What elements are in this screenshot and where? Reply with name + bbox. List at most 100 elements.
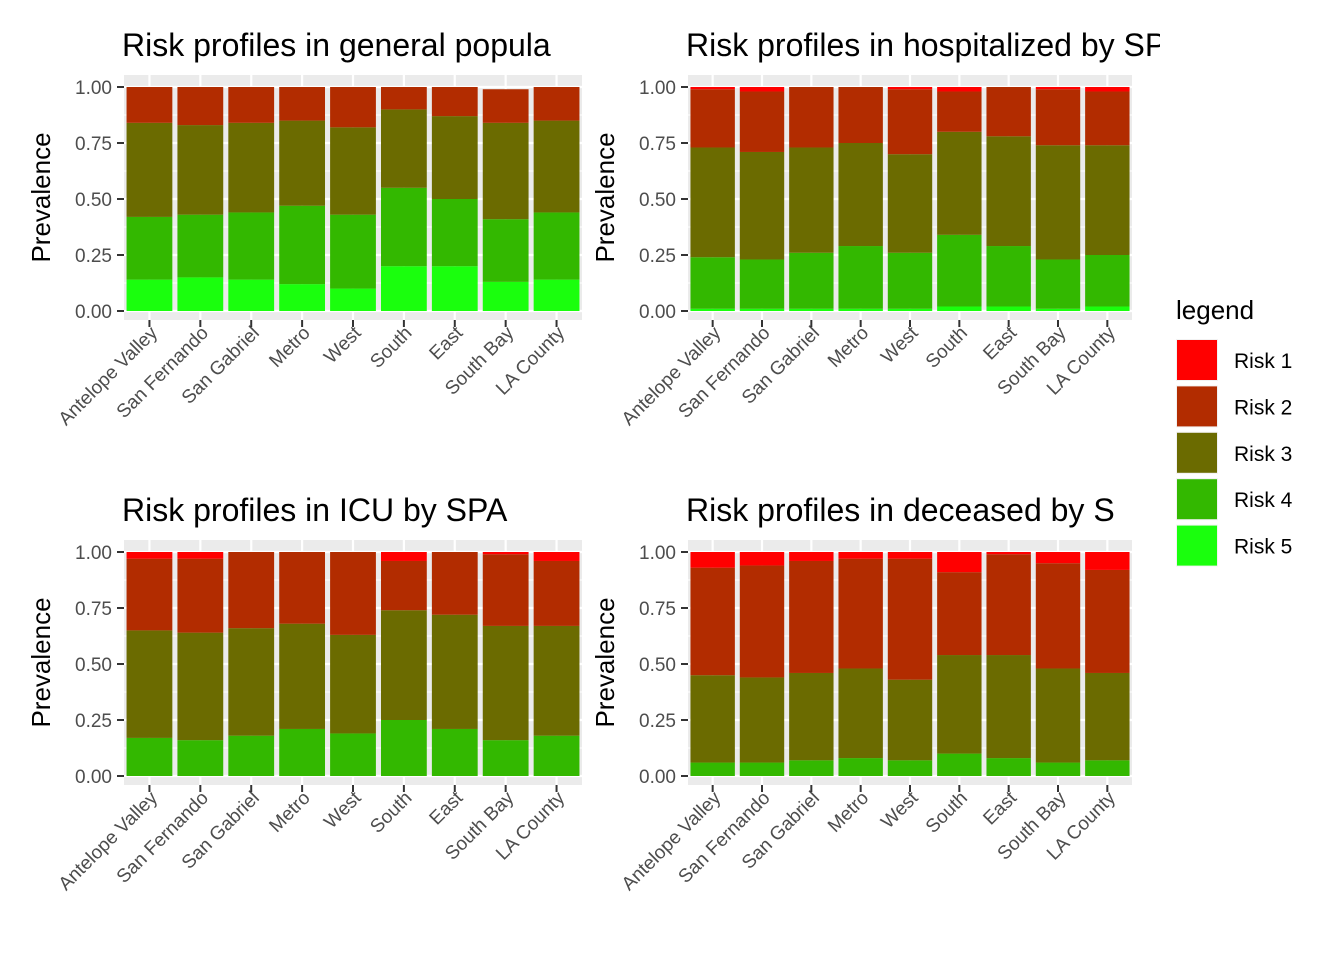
- bar-segment: [482, 625, 529, 741]
- bar-segment: [1085, 145, 1130, 255]
- bar-segment: [690, 675, 735, 763]
- y-tick-label: 1.00: [75, 543, 112, 564]
- chart-title: Risk profiles in general popula: [122, 27, 551, 63]
- x-tick-label: East: [979, 787, 1021, 829]
- panel-1: Risk profiles in general popula 0.00 0.25 0…: [26, 27, 582, 430]
- bar-segment: [887, 87, 933, 90]
- bar-segment: [330, 214, 376, 289]
- y-tick-label: 1.00: [639, 543, 676, 564]
- bar-segment: [887, 760, 933, 776]
- bar-segment: [126, 558, 173, 631]
- x-tick-label: Metro: [265, 788, 314, 837]
- bar-segment: [431, 116, 478, 199]
- bar-segment: [739, 677, 785, 763]
- bar-segment: [690, 567, 735, 676]
- y-tick-label: 0.50: [639, 655, 676, 676]
- bar-segment: [330, 127, 376, 215]
- bar-segment: [789, 87, 834, 148]
- bar-segment: [1085, 306, 1130, 311]
- bar-segment: [986, 552, 1031, 555]
- bar-segment: [690, 147, 735, 258]
- bar-segment: [533, 552, 580, 561]
- legend-swatch: [1177, 432, 1217, 473]
- y-tick-label: 0.25: [639, 246, 676, 267]
- y-tick-label: 1.00: [75, 78, 112, 99]
- y-tick-label: 0.25: [639, 711, 676, 732]
- legend-label: Risk 4: [1234, 489, 1293, 512]
- bar-segment: [126, 279, 173, 311]
- bar-segment: [739, 308, 785, 311]
- legend-label: Risk 2: [1234, 396, 1292, 419]
- bar-segment: [380, 187, 427, 267]
- bar-segment: [887, 679, 933, 761]
- bar-segment: [1085, 552, 1130, 570]
- bar-segment: [380, 109, 427, 188]
- bar-segment: [887, 154, 933, 253]
- legend-swatch: [1177, 340, 1217, 380]
- bar-segment: [482, 740, 529, 776]
- y-tick-label: 0.75: [75, 134, 112, 155]
- bar-segment: [838, 143, 883, 247]
- bar-segment: [937, 87, 982, 92]
- bar-segment: [482, 89, 529, 123]
- bar-segment: [177, 277, 224, 311]
- bar-segment: [887, 558, 933, 680]
- y-tick-label: 1.00: [639, 78, 676, 99]
- bar-segment: [177, 214, 224, 278]
- bar-segment: [986, 758, 1031, 776]
- bar-segment: [330, 733, 376, 776]
- bar-segment: [887, 552, 933, 559]
- legend-swatch: [1177, 386, 1217, 427]
- bar-segment: [431, 728, 478, 776]
- bar-segment: [228, 122, 275, 213]
- bar-segment: [1035, 87, 1081, 90]
- bar-segment: [937, 234, 982, 307]
- bar-segment: [126, 122, 173, 217]
- y-tick-label: 0.00: [75, 767, 112, 788]
- bar-segment: [887, 252, 933, 309]
- bar-segment: [177, 632, 224, 741]
- bar-segment: [690, 762, 735, 776]
- bar-segment: [431, 87, 478, 117]
- bar-segment: [1035, 762, 1081, 776]
- bar-segment: [937, 572, 982, 656]
- bar-segment: [482, 122, 529, 220]
- legend-label: Risk 5: [1234, 536, 1292, 559]
- bar-segment: [126, 552, 173, 559]
- bar-segment: [789, 552, 834, 561]
- bar-segment: [431, 552, 478, 615]
- x-tick-label: Metro: [824, 788, 873, 837]
- y-axis-label: Prevalence: [590, 597, 620, 727]
- bar-segment: [986, 87, 1031, 137]
- x-tick-label: Metro: [824, 323, 873, 372]
- x-tick-label: West: [320, 322, 366, 368]
- bar-segment: [533, 120, 580, 213]
- bar-segment: [228, 279, 275, 311]
- bar-segment: [380, 87, 427, 110]
- bar-segment: [228, 552, 275, 629]
- bar-segment: [380, 552, 427, 561]
- bar-segment: [482, 281, 529, 311]
- y-tick-label: 0.50: [75, 655, 112, 676]
- legend-label: Risk 1: [1234, 350, 1292, 373]
- bar-segment: [838, 87, 883, 143]
- bar-segment: [431, 266, 478, 311]
- bar-segment: [789, 672, 834, 761]
- bar-segment: [482, 554, 529, 626]
- bar-segment: [937, 753, 982, 776]
- bar-segment: [1035, 259, 1081, 309]
- bar-segment: [279, 623, 326, 729]
- x-tick-label: South: [922, 323, 972, 373]
- x-tick-label: South: [922, 788, 972, 838]
- y-tick-label: 0.75: [75, 599, 112, 620]
- bar-segment: [330, 87, 376, 128]
- y-tick-label: 0.00: [639, 302, 676, 323]
- bar-segment: [177, 552, 224, 559]
- bar-segment: [177, 740, 224, 776]
- bar-segment: [1085, 255, 1130, 307]
- bar-segment: [838, 246, 883, 309]
- bar-segment: [789, 147, 834, 253]
- bar-segment: [1035, 89, 1081, 146]
- bar-segment: [986, 246, 1031, 307]
- bar-segment: [838, 668, 883, 759]
